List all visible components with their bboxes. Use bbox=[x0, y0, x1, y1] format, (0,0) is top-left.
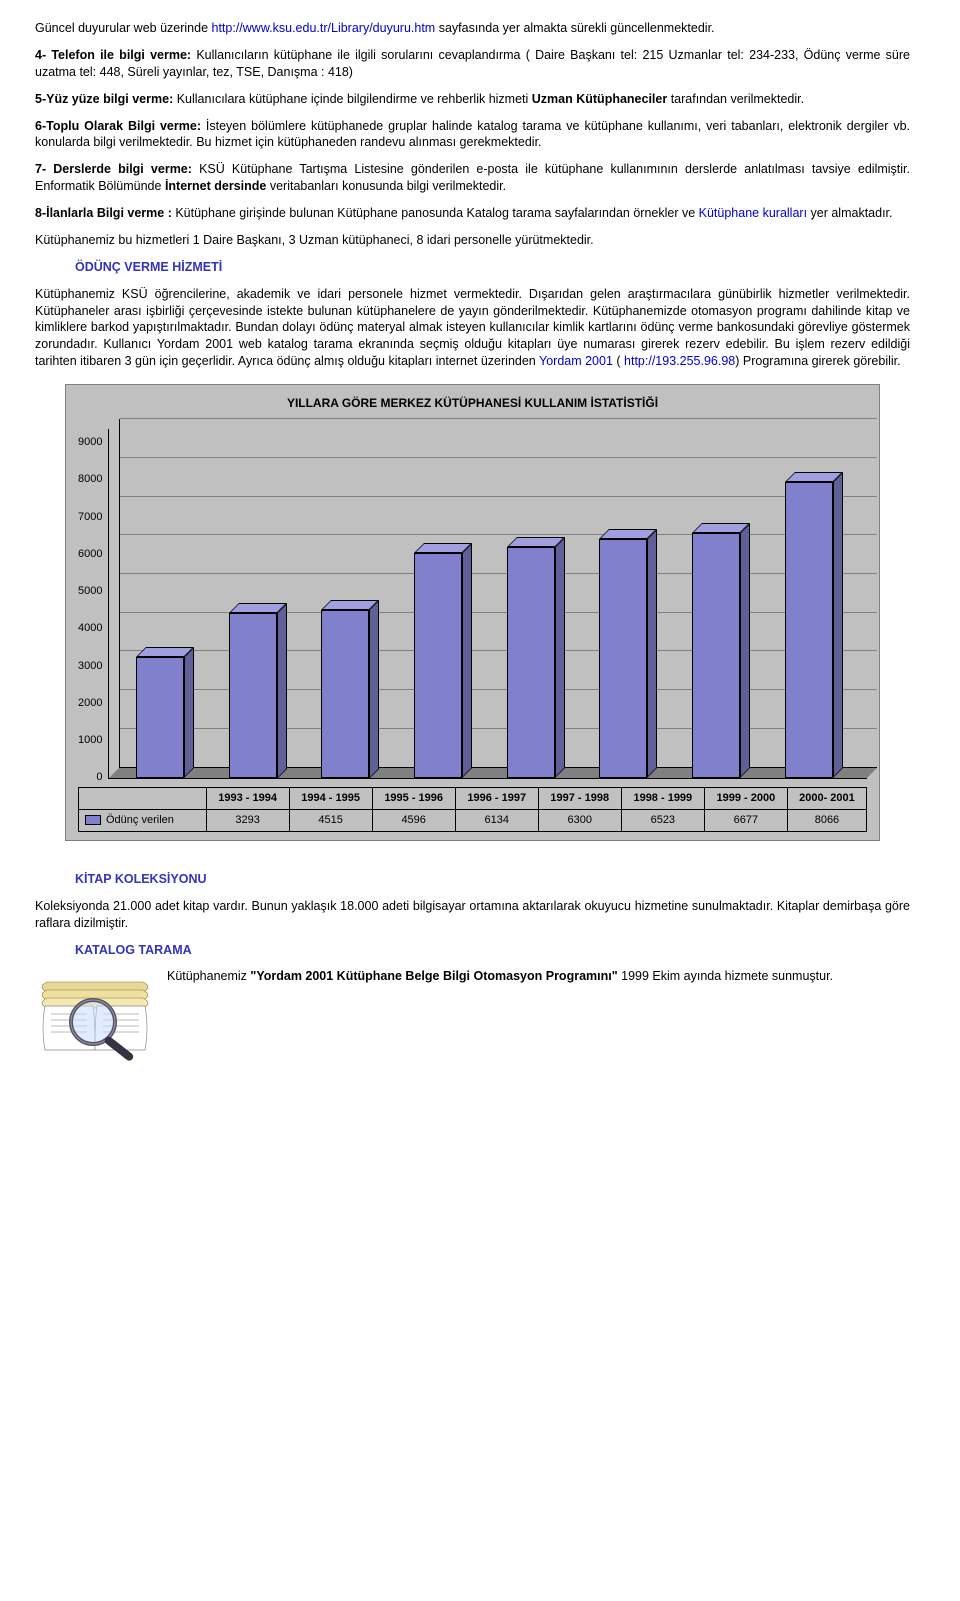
item-4-lead: 4- Telefon ile bilgi verme: bbox=[35, 48, 196, 62]
item-5-mid: Kullanıcılara kütüphane içinde bilgilend… bbox=[177, 92, 532, 106]
item-7: 7- Derslerde bilgi verme: KSÜ Kütüphane … bbox=[35, 161, 910, 195]
intro-text-a: Güncel duyurular web üzerinde bbox=[35, 21, 212, 35]
item-8-lead: 8-İlanlarla Bilgi verme : bbox=[35, 206, 175, 220]
y-tick: 8000 bbox=[78, 472, 102, 487]
intro-text-b: sayfasında yer almakta sürekli güncellen… bbox=[435, 21, 714, 35]
y-tick: 2000 bbox=[78, 696, 102, 711]
item-7-body-b: veritabanları konusunda bilgi verilmekte… bbox=[266, 179, 506, 193]
chart-floor bbox=[109, 768, 877, 778]
chart-plot: 9000800070006000500040003000200010000 bbox=[78, 429, 867, 779]
chart-table-header: 1993 - 1994 bbox=[206, 788, 289, 810]
item-5-bold2: Uzman Kütüphaneciler bbox=[532, 92, 667, 106]
chart-table-value: 6523 bbox=[621, 810, 704, 832]
section1-link1[interactable]: Yordam 2001 bbox=[539, 354, 613, 368]
chart-table-value: 4596 bbox=[372, 810, 455, 832]
y-tick: 9000 bbox=[78, 435, 102, 450]
y-tick: 1000 bbox=[78, 733, 102, 748]
item-6: 6-Toplu Olarak Bilgi verme: İsteyen bölü… bbox=[35, 118, 910, 152]
section1-link2[interactable]: http://193.255.96.98 bbox=[624, 354, 735, 368]
y-tick: 0 bbox=[96, 770, 102, 785]
legend-label: Ödünç verilen bbox=[106, 814, 174, 826]
section-head-odunc: ÖDÜNÇ VERME HİZMETİ bbox=[75, 259, 910, 276]
chart-title: YILLARA GÖRE MERKEZ KÜTÜPHANESİ KULLANIM… bbox=[78, 395, 867, 411]
y-tick: 4000 bbox=[78, 621, 102, 636]
item-6-lead: 6-Toplu Olarak Bilgi verme: bbox=[35, 119, 206, 133]
y-tick: 5000 bbox=[78, 584, 102, 599]
chart-table-header: 1997 - 1998 bbox=[538, 788, 621, 810]
chart-table-header: 1999 - 2000 bbox=[704, 788, 787, 810]
item-7-lead: 7- Derslerde bilgi verme: bbox=[35, 162, 199, 176]
item-4: 4- Telefon ile bilgi verme: Kullanıcılar… bbox=[35, 47, 910, 81]
chart-data-table: 1993 - 19941994 - 19951995 - 19961996 - … bbox=[78, 787, 867, 832]
section-head-koleksiyon: KİTAP KOLEKSİYONU bbox=[75, 871, 910, 888]
y-tick: 3000 bbox=[78, 659, 102, 674]
chart-table-header: 1995 - 1996 bbox=[372, 788, 455, 810]
section3-body-b: 1999 Ekim ayında hizmete sunmuştur. bbox=[618, 969, 833, 983]
chart-legend-cell: Ödünç verilen bbox=[79, 810, 207, 832]
magnifier-icon bbox=[35, 972, 155, 1067]
chart-table-value: 6677 bbox=[704, 810, 787, 832]
chart-table-value: 3293 bbox=[206, 810, 289, 832]
section1-body-b: ( bbox=[613, 354, 624, 368]
item-5-lead: 5-Yüz yüze bilgi verme: bbox=[35, 92, 177, 106]
chart-y-axis: 9000800070006000500040003000200010000 bbox=[78, 429, 108, 779]
item-5: 5-Yüz yüze bilgi verme: Kullanıcılara kü… bbox=[35, 91, 910, 108]
staff-paragraph: Kütüphanemiz bu hizmetleri 1 Daire Başka… bbox=[35, 232, 910, 249]
item-8: 8-İlanlarla Bilgi verme : Kütüphane giri… bbox=[35, 205, 910, 222]
intro-paragraph: Güncel duyurular web üzerinde http://www… bbox=[35, 20, 910, 37]
section3-body: Kütüphanemiz "Yordam 2001 Kütüphane Belg… bbox=[35, 968, 910, 985]
item-8-body-a: Kütüphane girişinde bulunan Kütüphane pa… bbox=[175, 206, 698, 220]
legend-swatch-icon bbox=[85, 815, 101, 825]
intro-link[interactable]: http://www.ksu.edu.tr/Library/duyuru.htm bbox=[212, 21, 436, 35]
section-head-katalog: KATALOG TARAMA bbox=[75, 942, 910, 959]
chart-table-header: 1994 - 1995 bbox=[289, 788, 372, 810]
chart-table-header: 1996 - 1997 bbox=[455, 788, 538, 810]
chart-table-corner bbox=[79, 788, 207, 810]
chart-table-value: 6300 bbox=[538, 810, 621, 832]
section1-body-c: ) Programına girerek görebilir. bbox=[735, 354, 900, 368]
usage-chart: YILLARA GÖRE MERKEZ KÜTÜPHANESİ KULLANIM… bbox=[65, 384, 880, 841]
chart-table-header: 1998 - 1999 bbox=[621, 788, 704, 810]
section3-bold1: "Yordam 2001 Kütüphane Belge Bilgi Otoma… bbox=[250, 969, 617, 983]
chart-table-value: 4515 bbox=[289, 810, 372, 832]
y-tick: 6000 bbox=[78, 547, 102, 562]
chart-table-value: 8066 bbox=[787, 810, 866, 832]
section3-body-a: Kütüphanemiz bbox=[167, 969, 250, 983]
item-8-link[interactable]: Kütüphane kuralları bbox=[699, 206, 807, 220]
section2-body: Koleksiyonda 21.000 adet kitap vardır. B… bbox=[35, 898, 910, 932]
item-7-bold: İnternet dersinde bbox=[165, 179, 266, 193]
section1-body: Kütüphanemiz KSÜ öğrencilerine, akademik… bbox=[35, 286, 910, 370]
chart-table-header: 2000- 2001 bbox=[787, 788, 866, 810]
y-tick: 7000 bbox=[78, 510, 102, 525]
chart-table-value: 6134 bbox=[455, 810, 538, 832]
item-8-body-b: yer almaktadır. bbox=[807, 206, 892, 220]
chart-plot-area bbox=[108, 429, 867, 779]
item-5-tail: tarafından verilmektedir. bbox=[667, 92, 804, 106]
